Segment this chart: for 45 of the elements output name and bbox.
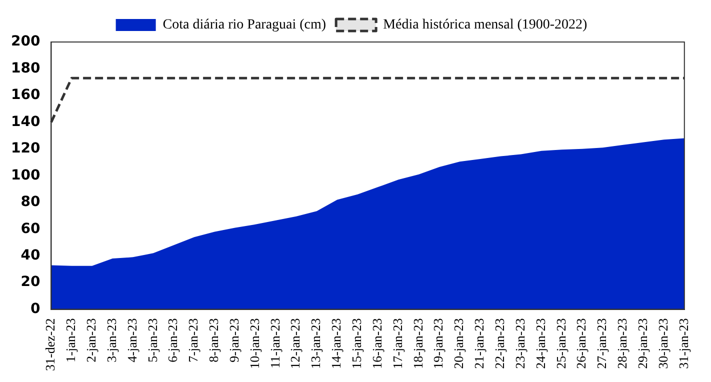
x-tick-label: 17-jan-23: [390, 318, 405, 369]
x-tick-label: 21-jan-23: [472, 318, 487, 369]
x-tick-label: 23-jan-23: [512, 318, 528, 369]
x-tick-label: 31-dez-22: [42, 318, 58, 372]
y-tick-label: 0: [30, 300, 40, 317]
x-tick-label: 24-jan-23: [532, 318, 548, 369]
x-tick-label: 22-jan-23: [492, 318, 507, 369]
x-tick-label: 11-jan-23: [267, 318, 282, 368]
y-tick-label: 160: [10, 87, 40, 104]
x-tick-label: 9-jan-23: [226, 318, 242, 362]
legend-label: Média histórica mensal (1900-2022): [383, 18, 588, 33]
x-tick-label: 29-jan-23: [634, 318, 650, 369]
x-tick-label: 18-jan-23: [410, 318, 426, 369]
x-tick-label: 1-jan-23: [63, 318, 78, 362]
x-tick-label: 14-jan-23: [328, 318, 344, 369]
x-tick-label: 6-jan-23: [165, 318, 180, 362]
y-tick-label: 140: [10, 114, 40, 130]
x-tick-label: 20-jan-23: [451, 318, 466, 369]
y-tick-label: 20: [20, 274, 40, 290]
x-tick-label: 19-jan-23: [430, 318, 446, 369]
x-tick-label: 26-jan-23: [574, 318, 589, 369]
y-tick-label: 200: [10, 34, 40, 50]
x-tick-label: 30-jan-23: [655, 318, 670, 369]
x-tick-label: 27-jan-23: [594, 318, 610, 369]
x-tick-label: 15-jan-23: [349, 318, 364, 369]
x-tick-label: 13-jan-23: [308, 318, 324, 369]
legend-label: Cota diária rio Paraguai (cm): [162, 18, 326, 33]
y-tick-label: 40: [20, 247, 40, 264]
x-tick-label: 25-jan-23: [553, 318, 568, 369]
x-tick-label: 16-jan-23: [369, 318, 384, 369]
x-tick-label: 4-jan-23: [124, 318, 140, 362]
x-tick-label: 7-jan-23: [186, 318, 201, 362]
x-tick-label: 5-jan-23: [144, 318, 160, 362]
y-tick-label: 180: [10, 60, 40, 76]
x-tick-label: 2-jan-23: [83, 318, 98, 362]
y-tick-label: 80: [20, 194, 40, 210]
y-tick-label: 120: [10, 140, 40, 157]
x-tick-label: 28-jan-23: [614, 318, 630, 369]
x-tick-label: 10-jan-23: [246, 318, 262, 369]
x-tick-label: 31-jan-23: [676, 318, 691, 369]
x-tick-label: 12-jan-23: [288, 318, 303, 369]
x-tick-label: 3-jan-23: [104, 318, 119, 362]
y-tick-label: 100: [10, 167, 40, 184]
x-tick-label: 8-jan-23: [206, 318, 222, 362]
y-tick-label: 60: [20, 220, 40, 237]
